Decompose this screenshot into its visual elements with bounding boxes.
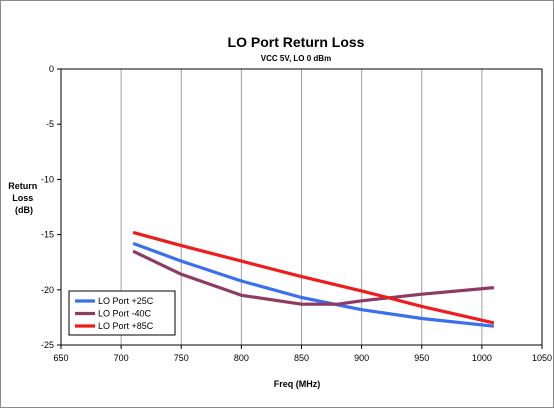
x-tick-label: 850: [294, 353, 309, 363]
series-lines: [132, 230, 495, 328]
chart-subtitle: VCC 5V, LO 0 dBm: [261, 54, 331, 63]
x-tick-label: 800: [234, 353, 249, 363]
y-tick-label: 0: [49, 64, 54, 74]
x-tick-label: 750: [174, 353, 189, 363]
series-line-2: [132, 249, 495, 306]
y-tick-label: -15: [41, 230, 54, 240]
legend: LO Port +25C LO Port -40C LO Port +85C: [68, 290, 176, 336]
x-tick-label: 700: [114, 353, 129, 363]
series-line-1: [132, 241, 495, 328]
axis-ticks: 650 700 750 800 850 900 950 1000 1050 0 -5 -10 -15 -2…: [41, 64, 552, 363]
x-tick-label: 900: [354, 353, 369, 363]
y-tick-label: -20: [41, 285, 54, 295]
legend-label-1: LO Port +25C: [98, 296, 154, 306]
x-tick-label: 1000: [472, 353, 492, 363]
y-axis-label: Return Loss (dB): [8, 181, 40, 215]
x-tick-label: 950: [414, 353, 429, 363]
legend-label-2: LO Port -40C: [98, 309, 152, 319]
y-tick-label: -5: [46, 119, 54, 129]
x-axis-label: Freq (MHz): [274, 379, 321, 389]
y-axis-label-line-1: Return: [8, 181, 37, 191]
y-tick-label: -10: [41, 174, 54, 184]
y-axis-label-line-3: (dB): [15, 205, 33, 215]
x-tick-label: 1050: [532, 353, 552, 363]
chart-title: LO Port Return Loss: [228, 34, 365, 50]
y-axis-label-line-2: Loss: [12, 193, 33, 203]
y-tick-label: -25: [41, 340, 54, 350]
legend-label-3: LO Port +85C: [98, 321, 154, 331]
grid-lines: [120, 69, 483, 345]
series-line-3: [132, 230, 495, 325]
x-tick-label: 650: [53, 353, 68, 363]
